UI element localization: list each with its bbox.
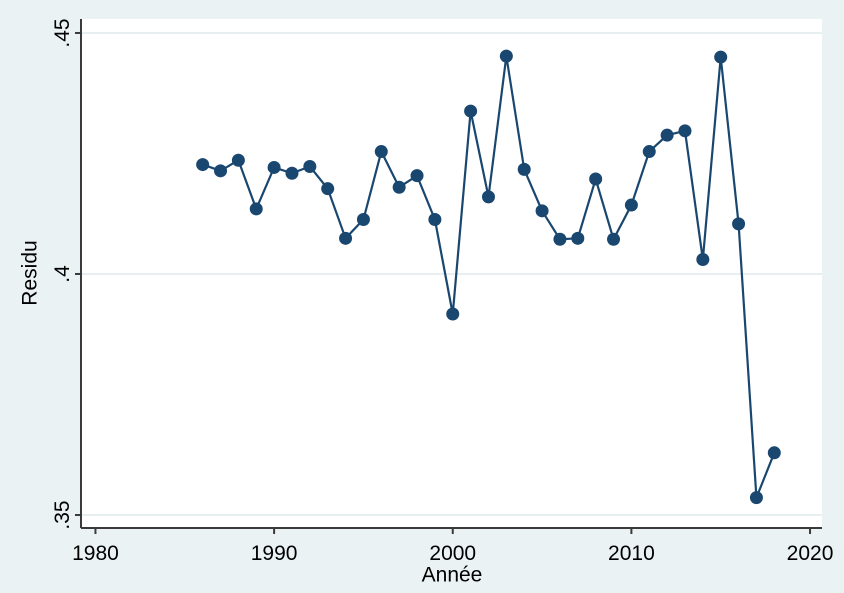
data-point-1990 [267,160,281,174]
data-point-2005 [535,204,549,218]
data-point-2018 [767,446,781,460]
data-point-1989 [249,202,263,216]
x-axis-title: Année [421,563,483,587]
data-point-1992 [303,159,317,173]
x-tick-label: 1990 [251,542,298,565]
data-point-1999 [428,213,442,227]
data-point-2002 [481,190,495,204]
data-point-2010 [624,198,638,212]
data-point-2000 [446,307,460,321]
data-point-2011 [642,145,656,159]
data-point-1998 [410,169,424,183]
y-tick-label: .4 [51,265,74,283]
data-point-1995 [356,213,370,227]
y-axis-title: Residu [18,240,42,306]
data-point-2015 [714,50,728,64]
x-tick-label: 2000 [429,542,476,565]
data-point-2017 [749,491,763,505]
data-point-2006 [553,232,567,246]
data-point-2016 [732,217,746,231]
data-point-2009 [607,232,621,246]
data-point-1997 [392,180,406,194]
x-tick-label: 2010 [608,542,655,565]
data-point-1994 [339,231,353,245]
y-tick-label: .35 [51,500,74,529]
data-point-2003 [499,49,513,63]
data-point-1996 [374,145,388,159]
data-point-1987 [214,164,228,178]
data-point-1988 [231,153,245,167]
x-tick-label: 1980 [72,542,119,565]
data-point-1986 [196,158,210,172]
y-tick-label: .45 [51,18,74,47]
data-point-2014 [696,253,710,267]
data-point-2007 [571,231,585,245]
x-tick-label: 2020 [787,542,834,565]
data-point-1993 [321,182,335,196]
data-point-2001 [464,104,478,118]
data-point-2004 [517,162,531,176]
data-point-2013 [678,124,692,138]
data-point-2008 [589,172,603,186]
data-point-1991 [285,166,299,180]
data-point-2012 [660,128,674,142]
